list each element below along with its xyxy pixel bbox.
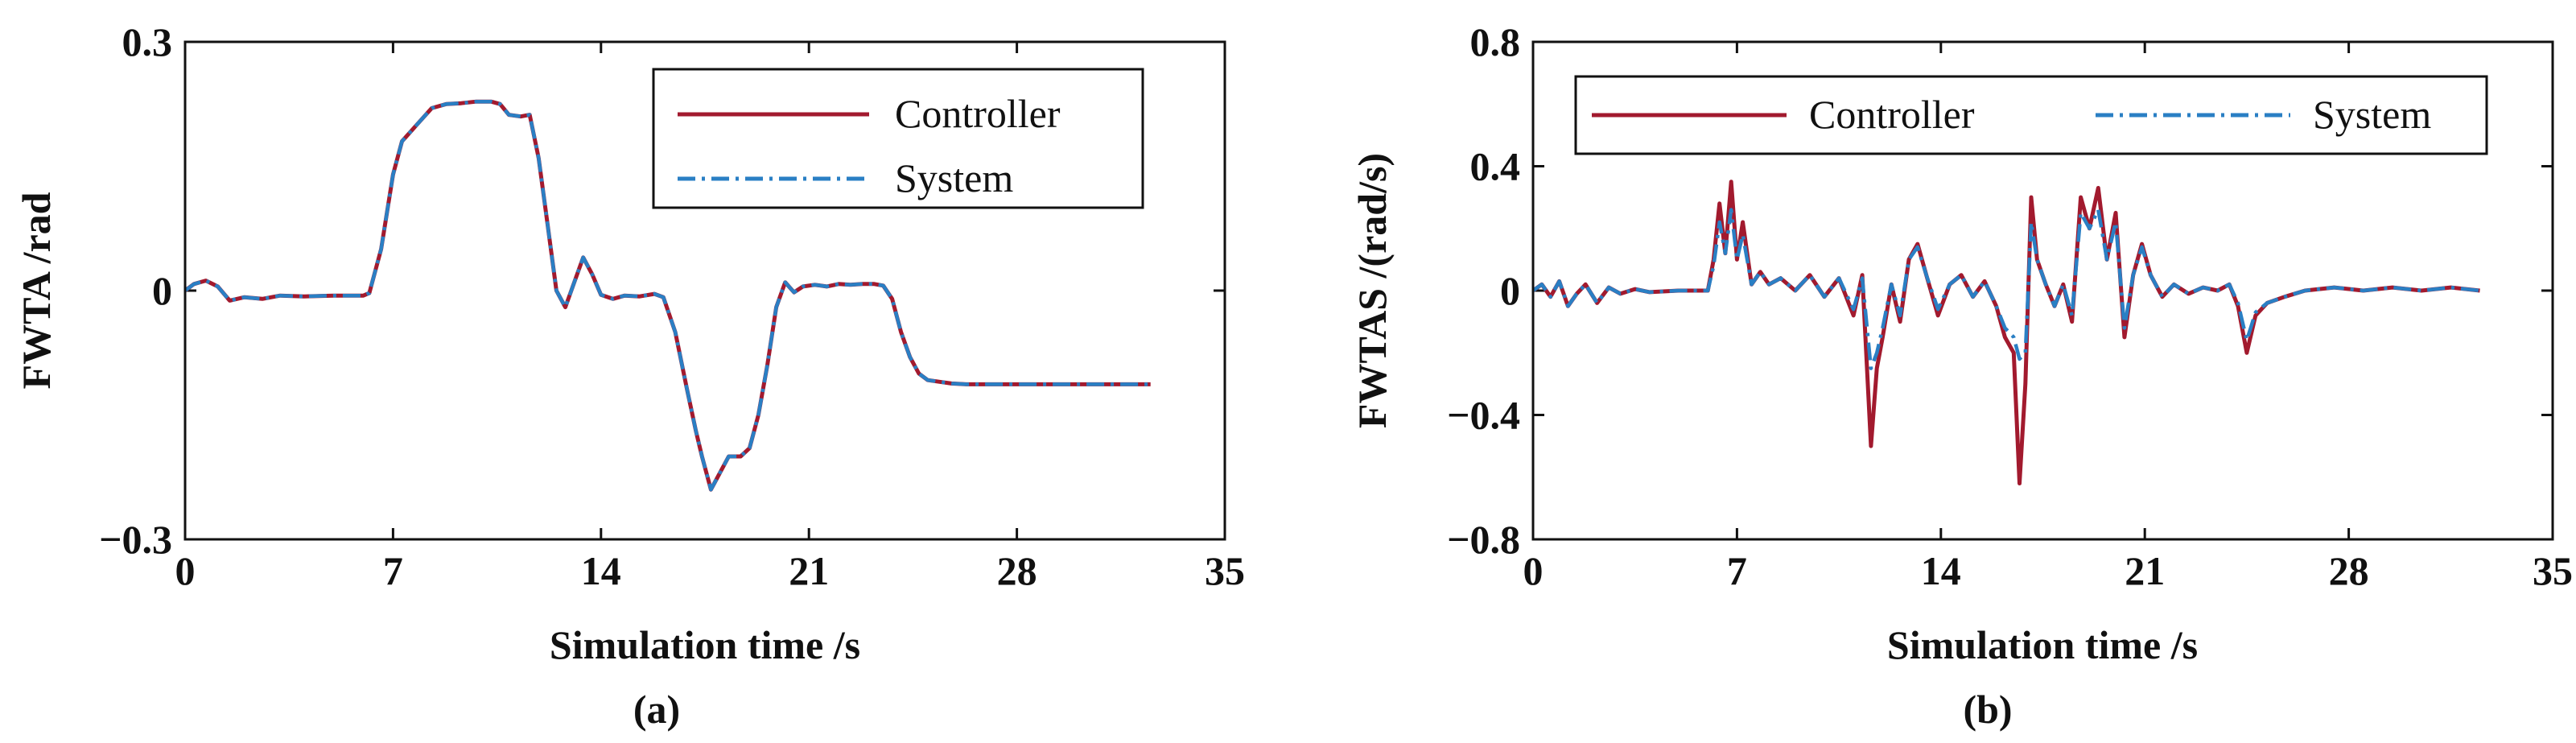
series-lines-b [1533,180,2480,485]
y-tick-label-a-2: 0.3 [122,19,173,64]
series-line-system-a [185,99,1151,492]
legend-label-system-b: System [2313,92,2431,137]
legend-label-controller-b: Controller [1809,92,1975,137]
x-tick-label-a-0: 0 [175,548,196,593]
chart-panel-a: 0 7 14 21 28 35−0.300.3 Controller System Sim… [14,19,1245,732]
legend-box-a [652,68,1144,209]
x-tick-label-b-4: 28 [2329,548,2369,593]
x-tick-label-a-2: 14 [581,548,621,593]
series-line-system-b [1533,208,2480,370]
y-tick-label-a-1: 0 [152,268,172,313]
x-axis-label-b: Simulation time /s [1887,622,2198,667]
plot-frame-b [1531,40,2554,541]
panel-label-a: (a) [633,687,680,732]
legend-a: Controller System [652,68,1144,209]
y-axis-label-a: FWTA /rad [14,192,59,389]
panel-label-b: (b) [1963,687,2012,732]
chart-panel-b: 0 7 14 21 28 35 −0.8 −0.4 0 0.4 0.8 Controller Sys… [1350,19,2573,732]
x-tick-label-b-5: 35 [2533,548,2573,593]
legend-label-controller-a: Controller [895,91,1061,136]
y-tick-label-b-2: 0 [1500,268,1520,313]
series-line-controller-b [1533,180,2480,485]
x-tick-label-a-3: 21 [789,548,829,593]
y-axis-label-b: FWTAS /(rad/s) [1350,153,1395,428]
tick-labels-a: 0 7 14 21 28 35−0.300.3 [99,19,1245,593]
y-tick-label-b-1: −0.4 [1447,393,1520,438]
x-tick-label-a-5: 35 [1205,548,1245,593]
y-tick-label-b-4: 0.8 [1470,19,1521,64]
x-axis-label-a: Simulation time /s [550,622,860,667]
plot-frame-a [183,40,1226,541]
legend-label-system-a: System [895,155,1013,200]
tick-labels-b: 0 7 14 21 28 35 −0.8 −0.4 0 0.4 0.8 [1447,19,2573,593]
series-lines-a [185,99,1151,492]
x-tick-label-b-3: 21 [2125,548,2165,593]
y-tick-label-b-3: 0.4 [1470,144,1521,189]
x-tick-label-b-1: 7 [1727,548,1747,593]
y-tick-label-a-0: −0.3 [99,517,172,562]
x-tick-label-b-2: 14 [1921,548,1961,593]
x-tick-label-a-1: 7 [383,548,403,593]
legend-b: Controller System [1574,75,2488,155]
y-tick-label-b-0: −0.8 [1447,517,1520,562]
x-tick-label-b-0: 0 [1523,548,1544,593]
x-tick-label-a-4: 28 [997,548,1037,593]
